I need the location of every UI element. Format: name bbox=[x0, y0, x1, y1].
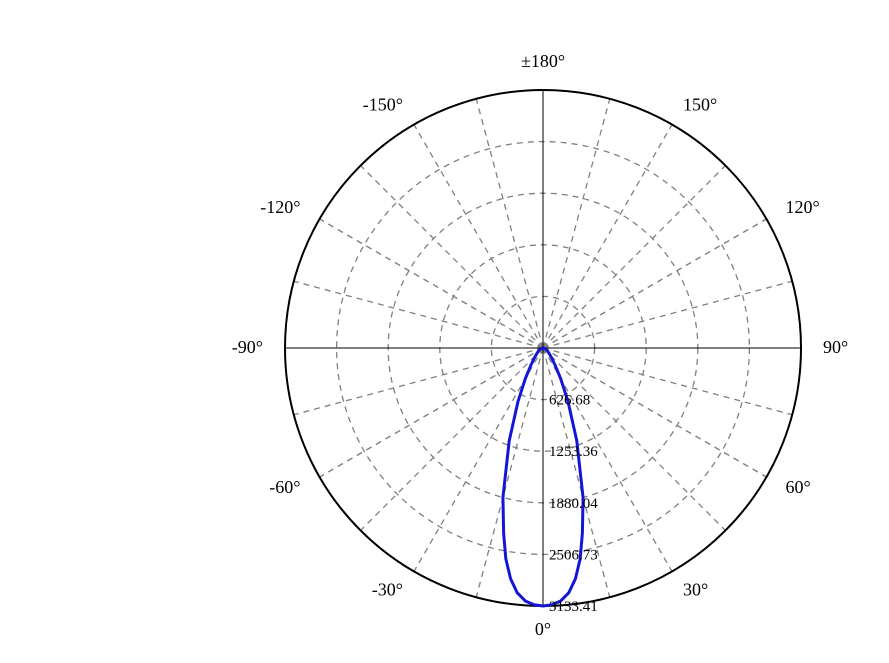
radial-tick-label: 626.68 bbox=[549, 393, 590, 409]
angle-label: 150° bbox=[683, 95, 717, 115]
angle-label: 120° bbox=[785, 197, 819, 217]
angle-label: 0° bbox=[535, 619, 551, 639]
angle-label: -120° bbox=[260, 197, 300, 217]
angle-label: -150° bbox=[363, 95, 403, 115]
angle-label: 90° bbox=[823, 337, 848, 357]
radial-tick-label: 2506.73 bbox=[549, 547, 598, 563]
radial-tick-label: 3133.41 bbox=[549, 599, 598, 615]
angle-label: ±180° bbox=[521, 51, 565, 71]
angle-label: -90° bbox=[232, 337, 263, 357]
angle-label: 60° bbox=[785, 477, 810, 497]
radial-tick-label: 1253.36 bbox=[549, 444, 598, 460]
radial-tick-label: 1880.04 bbox=[549, 496, 598, 512]
angle-label: -60° bbox=[269, 477, 300, 497]
angle-label: 30° bbox=[683, 579, 708, 599]
angle-label: -30° bbox=[372, 579, 403, 599]
polar-chart: 626.68 1253.36 1880.04 2506.73 3133.41 ±180° 1… bbox=[0, 0, 889, 663]
polar-svg: 626.68 1253.36 1880.04 2506.73 3133.41 ±180° 1… bbox=[0, 0, 889, 663]
